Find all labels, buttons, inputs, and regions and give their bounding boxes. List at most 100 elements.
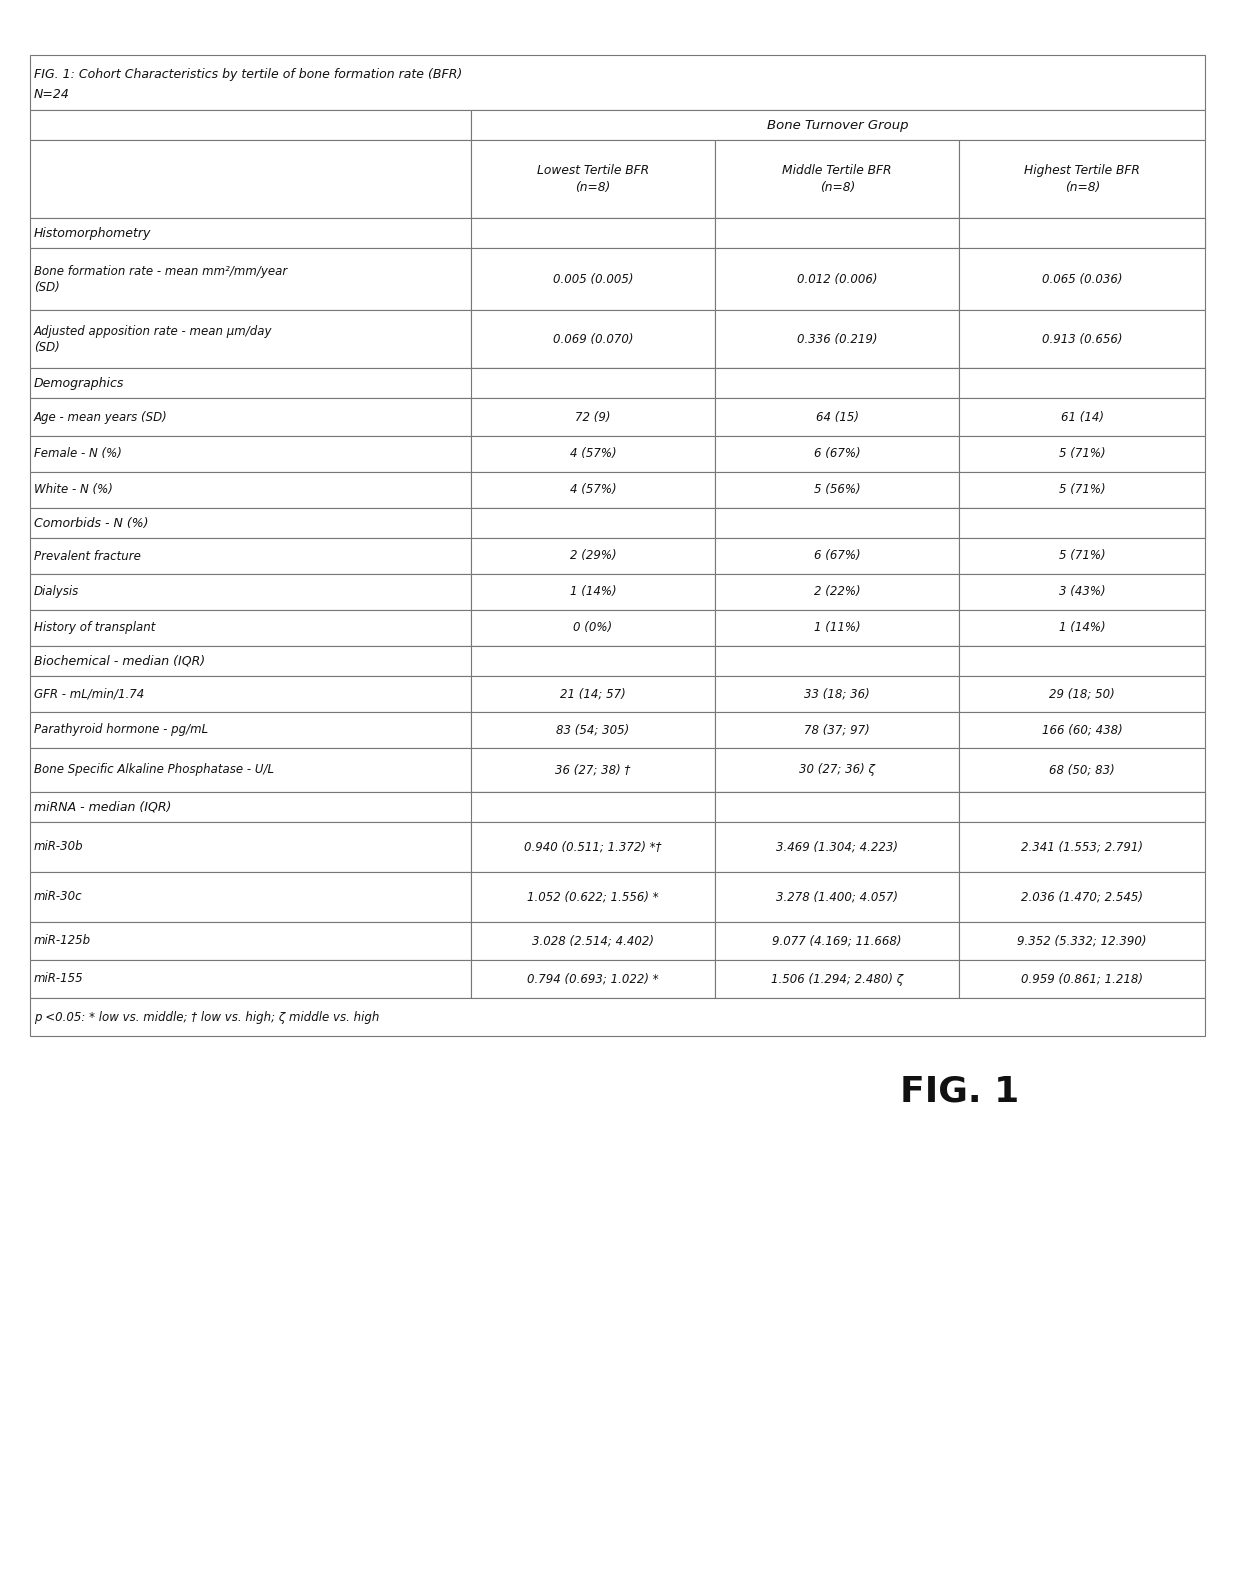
- Text: 83 (54; 305): 83 (54; 305): [557, 723, 630, 737]
- Bar: [471, 219, 715, 247]
- Bar: [30, 712, 471, 748]
- Bar: [960, 792, 1205, 823]
- Text: Demographics: Demographics: [33, 377, 124, 390]
- Bar: [471, 436, 715, 472]
- Bar: [960, 574, 1205, 610]
- Text: 3.028 (2.514; 4.402): 3.028 (2.514; 4.402): [532, 935, 653, 948]
- Bar: [30, 398, 471, 436]
- Bar: [960, 537, 1205, 574]
- Text: 1 (11%): 1 (11%): [813, 621, 861, 634]
- Bar: [715, 647, 960, 675]
- Text: 4 (57%): 4 (57%): [569, 483, 616, 496]
- Bar: [471, 712, 715, 748]
- Bar: [715, 472, 960, 509]
- Text: Lowest Tertile BFR
(n=8): Lowest Tertile BFR (n=8): [537, 163, 649, 193]
- Text: 64 (15): 64 (15): [816, 411, 859, 423]
- Bar: [715, 922, 960, 961]
- Text: 29 (18; 50): 29 (18; 50): [1049, 688, 1115, 701]
- Text: 6 (67%): 6 (67%): [813, 550, 861, 563]
- Text: 72 (9): 72 (9): [575, 411, 610, 423]
- Text: Bone Turnover Group: Bone Turnover Group: [768, 119, 909, 132]
- Text: Dialysis: Dialysis: [33, 585, 79, 599]
- Bar: [30, 55, 1205, 109]
- Bar: [715, 961, 960, 999]
- Text: 3.469 (1.304; 4.223): 3.469 (1.304; 4.223): [776, 840, 898, 853]
- Bar: [715, 436, 960, 472]
- Bar: [471, 748, 715, 792]
- Bar: [715, 872, 960, 922]
- Bar: [471, 509, 715, 537]
- Bar: [30, 436, 471, 472]
- Text: GFR - mL/min/1.74: GFR - mL/min/1.74: [33, 688, 144, 701]
- Text: Female - N (%): Female - N (%): [33, 447, 122, 461]
- Bar: [471, 610, 715, 647]
- Text: 0.794 (0.693; 1.022) *: 0.794 (0.693; 1.022) *: [527, 973, 658, 986]
- Text: miR-30b: miR-30b: [33, 840, 83, 853]
- Bar: [960, 823, 1205, 872]
- Bar: [715, 368, 960, 398]
- Text: 0.069 (0.070): 0.069 (0.070): [553, 333, 634, 346]
- Bar: [30, 311, 471, 368]
- Bar: [960, 472, 1205, 509]
- Bar: [30, 823, 471, 872]
- Bar: [960, 219, 1205, 247]
- Text: 4 (57%): 4 (57%): [569, 447, 616, 461]
- Bar: [471, 961, 715, 999]
- Text: 33 (18; 36): 33 (18; 36): [805, 688, 870, 701]
- Bar: [715, 139, 960, 219]
- Bar: [960, 922, 1205, 961]
- Text: 0.005 (0.005): 0.005 (0.005): [553, 273, 634, 285]
- Text: White - N (%): White - N (%): [33, 483, 113, 496]
- Text: miR-155: miR-155: [33, 973, 83, 986]
- Bar: [471, 109, 1205, 139]
- Text: 0.913 (0.656): 0.913 (0.656): [1042, 333, 1122, 346]
- Text: 36 (27; 38) †: 36 (27; 38) †: [556, 764, 630, 777]
- Text: 2.036 (1.470; 2.545): 2.036 (1.470; 2.545): [1022, 891, 1143, 903]
- Text: 0.940 (0.511; 1.372) *†: 0.940 (0.511; 1.372) *†: [525, 840, 662, 853]
- Text: 61 (14): 61 (14): [1060, 411, 1104, 423]
- Bar: [471, 398, 715, 436]
- Bar: [715, 675, 960, 712]
- Text: Parathyroid hormone - pg/mL: Parathyroid hormone - pg/mL: [33, 723, 208, 737]
- Bar: [30, 574, 471, 610]
- Bar: [715, 748, 960, 792]
- Text: 0.065 (0.036): 0.065 (0.036): [1042, 273, 1122, 285]
- Text: p <0.05: * low vs. middle; † low vs. high; ζ middle vs. high: p <0.05: * low vs. middle; † low vs. hig…: [33, 1011, 379, 1024]
- Text: 78 (37; 97): 78 (37; 97): [805, 723, 870, 737]
- Bar: [30, 961, 471, 999]
- Text: miR-30c: miR-30c: [33, 891, 83, 903]
- Bar: [471, 647, 715, 675]
- Text: 1 (14%): 1 (14%): [1059, 621, 1106, 634]
- Bar: [471, 574, 715, 610]
- Bar: [30, 509, 1205, 537]
- Bar: [715, 712, 960, 748]
- Text: 2 (22%): 2 (22%): [813, 585, 861, 599]
- Text: History of transplant: History of transplant: [33, 621, 155, 634]
- Text: Bone Specific Alkaline Phosphatase - U/L: Bone Specific Alkaline Phosphatase - U/L: [33, 764, 274, 777]
- Text: 0.012 (0.006): 0.012 (0.006): [797, 273, 878, 285]
- Text: Adjusted apposition rate - mean μm/day
(SD): Adjusted apposition rate - mean μm/day (…: [33, 325, 273, 353]
- Text: 68 (50; 83): 68 (50; 83): [1049, 764, 1115, 777]
- Bar: [715, 823, 960, 872]
- Bar: [715, 311, 960, 368]
- Bar: [960, 436, 1205, 472]
- Text: 5 (71%): 5 (71%): [1059, 483, 1106, 496]
- Text: FIG. 1: FIG. 1: [900, 1075, 1019, 1108]
- Text: 3 (43%): 3 (43%): [1059, 585, 1106, 599]
- Bar: [30, 109, 471, 139]
- Text: 5 (71%): 5 (71%): [1059, 447, 1106, 461]
- Bar: [715, 219, 960, 247]
- Bar: [30, 922, 471, 961]
- Bar: [960, 610, 1205, 647]
- Text: 0.336 (0.219): 0.336 (0.219): [797, 333, 878, 346]
- Bar: [471, 792, 715, 823]
- Bar: [471, 368, 715, 398]
- Bar: [30, 792, 1205, 823]
- Text: 2 (29%): 2 (29%): [569, 550, 616, 563]
- Text: Prevalent fracture: Prevalent fracture: [33, 550, 141, 563]
- Bar: [30, 999, 1205, 1037]
- Bar: [30, 219, 1205, 247]
- Bar: [30, 139, 471, 219]
- Bar: [715, 610, 960, 647]
- Text: Highest Tertile BFR
(n=8): Highest Tertile BFR (n=8): [1024, 163, 1140, 193]
